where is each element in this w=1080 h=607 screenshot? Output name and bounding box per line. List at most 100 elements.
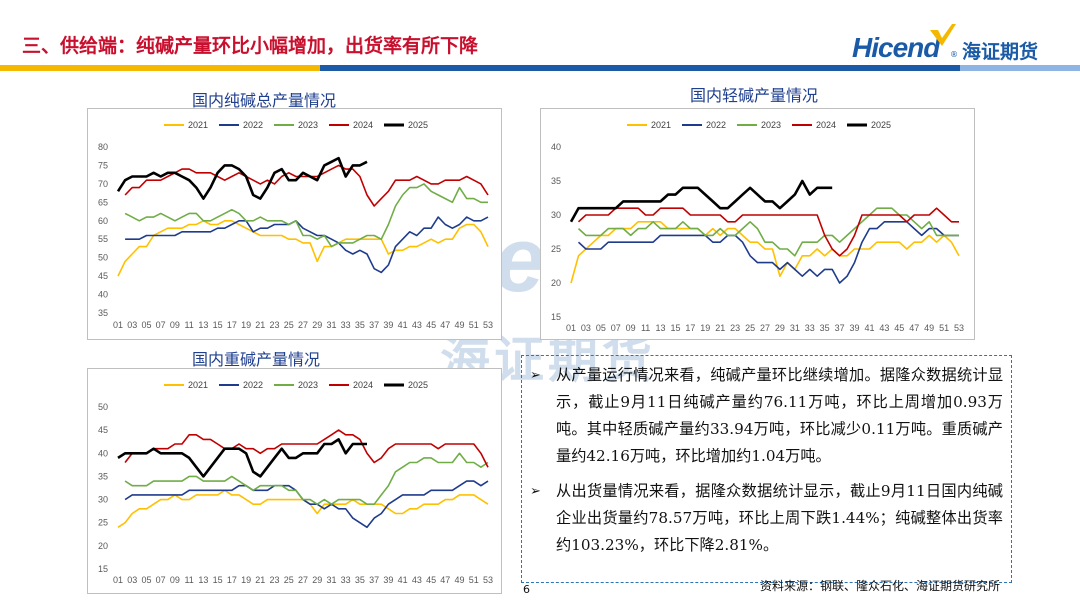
x-tick-label: 13 xyxy=(656,323,666,333)
y-tick-label: 65 xyxy=(98,197,108,207)
x-tick-label: 35 xyxy=(355,575,365,585)
x-tick-label: 31 xyxy=(790,323,800,333)
x-tick-label: 15 xyxy=(213,575,223,585)
x-tick-label: 53 xyxy=(483,320,493,330)
x-tick-label: 29 xyxy=(312,320,322,330)
series-line-2022 xyxy=(124,480,489,529)
x-tick-label: 47 xyxy=(440,575,450,585)
analysis-bullet-production: ➢ 从产量运行情况来看，纯碱产量环比继续增加。据隆众数据统计显示，截止9月11日… xyxy=(530,362,1003,470)
legend-label-2022: 2022 xyxy=(243,380,263,390)
x-tick-label: 35 xyxy=(355,320,365,330)
x-tick-label: 09 xyxy=(626,323,636,333)
x-tick-label: 29 xyxy=(312,575,322,585)
x-tick-label: 13 xyxy=(198,575,208,585)
series-line-2023 xyxy=(124,183,488,248)
x-tick-label: 25 xyxy=(284,320,294,330)
legend-label-2025: 2025 xyxy=(871,120,891,130)
x-tick-label: 09 xyxy=(170,575,180,585)
x-tick-label: 37 xyxy=(835,323,845,333)
x-tick-label: 47 xyxy=(909,323,919,333)
legend-label-2024: 2024 xyxy=(353,120,373,130)
x-tick-label: 25 xyxy=(284,575,294,585)
x-tick-label: 43 xyxy=(879,323,889,333)
y-tick-label: 50 xyxy=(98,253,108,263)
series-line-2021 xyxy=(117,220,489,277)
y-tick-label: 45 xyxy=(98,271,108,281)
x-tick-label: 49 xyxy=(455,575,465,585)
legend-label-2023: 2023 xyxy=(761,120,781,130)
series-line-2022 xyxy=(577,221,959,284)
series-line-2023 xyxy=(124,452,489,505)
legend-label-2021: 2021 xyxy=(188,380,208,390)
y-tick-label: 80 xyxy=(98,142,108,152)
header-bar-blue xyxy=(320,65,960,71)
chart-panel-total: 35 40 45 50 55 60 65 70 75 80 01 03 05 07 09 11 13 15 17 19… xyxy=(87,108,502,340)
header-bar-yellow xyxy=(0,65,320,71)
series-line-2025 xyxy=(116,156,368,200)
x-tick-label: 41 xyxy=(864,323,874,333)
x-tick-label: 07 xyxy=(611,323,621,333)
x-tick-label: 27 xyxy=(298,575,308,585)
x-tick-label: 37 xyxy=(369,575,379,585)
y-tick-label: 15 xyxy=(551,312,561,322)
x-tick-label: 27 xyxy=(760,323,770,333)
x-tick-label: 07 xyxy=(156,320,166,330)
x-tick-label: 39 xyxy=(850,323,860,333)
x-tick-label: 03 xyxy=(127,575,137,585)
series-line-2024 xyxy=(577,207,959,257)
bullet-arrow-icon: ➢ xyxy=(530,368,541,383)
source-note: 资料来源：钢联、隆众石化、海证期货研究所 xyxy=(760,579,1001,593)
x-tick-label: 41 xyxy=(398,320,408,330)
y-tick-label: 75 xyxy=(98,160,108,170)
x-tick-label: 11 xyxy=(641,323,650,333)
x-tick-label: 21 xyxy=(255,575,265,585)
legend-label-2023: 2023 xyxy=(298,120,318,130)
x-tick-label: 43 xyxy=(412,575,422,585)
x-tick-label: 03 xyxy=(127,320,137,330)
x-tick-label: 47 xyxy=(440,320,450,330)
x-tick-label: 01 xyxy=(113,320,123,330)
analysis-textbox: ➢ 从产量运行情况来看，纯碱产量环比继续增加。据隆众数据统计显示，截止9月11日… xyxy=(521,355,1012,583)
logo-chinese-name: 海证期货 xyxy=(962,41,1039,63)
x-tick-label: 19 xyxy=(241,320,251,330)
chart-panel-light: 15 20 25 30 35 40 01 03 05 07 09 11 13 15 17 19 21 23 25 27… xyxy=(540,108,975,340)
series-line-2021 xyxy=(570,221,960,284)
y-tick-label: 20 xyxy=(98,541,108,551)
legend-label-2021: 2021 xyxy=(188,120,208,130)
logo-registered-mark: ® xyxy=(950,50,958,59)
x-tick-label: 25 xyxy=(745,323,755,333)
series-line-2023 xyxy=(577,207,959,257)
series-line-2025 xyxy=(117,438,367,478)
y-tick-label: 40 xyxy=(98,290,108,300)
x-tick-label: 17 xyxy=(227,320,237,330)
x-tick-label: 11 xyxy=(184,575,193,585)
x-tick-label: 51 xyxy=(469,575,479,585)
y-tick-label: 40 xyxy=(98,448,108,458)
x-tick-label: 31 xyxy=(326,320,336,330)
x-tick-label: 17 xyxy=(227,575,237,585)
legend-label-2025: 2025 xyxy=(408,380,428,390)
x-tick-label: 39 xyxy=(383,575,393,585)
x-tick-label: 05 xyxy=(596,323,606,333)
x-tick-label: 33 xyxy=(805,323,815,333)
y-tick-label: 70 xyxy=(98,179,108,189)
x-tick-label: 01 xyxy=(566,323,576,333)
x-tick-label: 23 xyxy=(270,320,280,330)
x-tick-label: 21 xyxy=(715,323,725,333)
y-tick-label: 50 xyxy=(98,402,108,412)
x-tick-label: 11 xyxy=(184,320,193,330)
series-line-2022 xyxy=(125,216,489,274)
x-tick-label: 03 xyxy=(581,323,591,333)
x-tick-label: 23 xyxy=(730,323,740,333)
analysis-bullet-shipment: ➢ 从出货量情况来看，据隆众数据统计显示，截止9月11日国内纯碱企业出货量约78… xyxy=(530,478,1003,559)
x-tick-label: 51 xyxy=(469,320,479,330)
series-line-2021 xyxy=(117,489,489,528)
series-line-2024 xyxy=(124,429,489,468)
y-tick-label: 25 xyxy=(98,518,108,528)
analysis-text-shipment: 从出货量情况来看，据隆众数据统计显示，截止9月11日国内纯碱企业出货量约78.5… xyxy=(556,482,1003,554)
x-tick-label: 07 xyxy=(156,575,166,585)
y-tick-label: 55 xyxy=(98,234,108,244)
x-tick-label: 49 xyxy=(924,323,934,333)
hicend-logo: Hicend ® 海证期货 xyxy=(852,20,1057,70)
chart-title-total: 国内纯碱总产量情况 xyxy=(192,91,337,110)
